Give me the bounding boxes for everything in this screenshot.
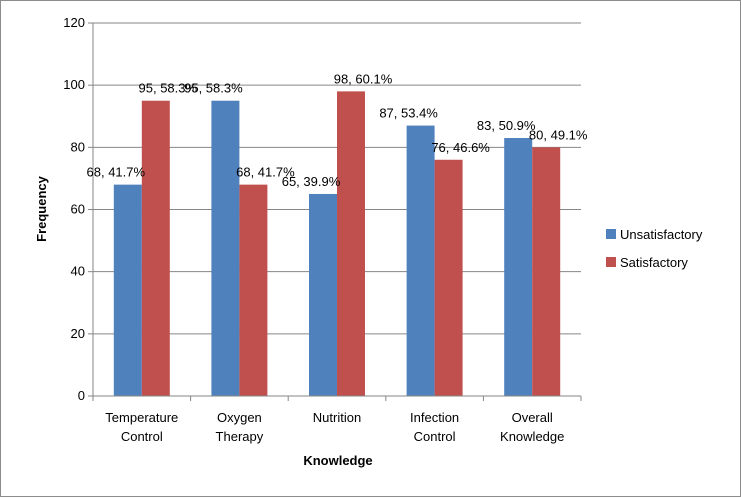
bar-satisfactory-2 [337, 91, 365, 396]
data-label: 95, 58.3% [184, 81, 243, 96]
bar-satisfactory-4 [532, 147, 561, 396]
bar-unsatisfactory-1 [211, 100, 240, 396]
legend-label: Unsatisfactory [620, 227, 703, 242]
data-label: 95, 58.3% [139, 81, 198, 96]
legend-swatch-satisfactory [606, 257, 616, 267]
x-tick-label: Temperature Control [105, 410, 178, 444]
axes: 0 20 40 60 80 100 120 Temperature Control Oxygen T… [63, 15, 582, 444]
y-tick-label: 60 [71, 202, 85, 217]
legend: Unsatisfactory Satisfactory [606, 227, 703, 270]
x-tick-label: Oxygen Therapy [216, 410, 264, 444]
y-axis-title: Frequency [34, 175, 49, 242]
y-tick-label: 20 [71, 326, 85, 341]
bar-satisfactory-3 [434, 159, 463, 396]
x-tick-label: Nutrition [313, 410, 361, 425]
data-label: 76, 46.6% [431, 140, 490, 155]
bar-satisfactory-1 [239, 184, 268, 396]
data-label: 83, 50.9% [477, 118, 536, 133]
bars [113, 91, 561, 396]
legend-swatch-unsatisfactory [606, 229, 616, 239]
x-tick-label: Infection Control [410, 410, 459, 444]
x-tick-label: Overall Knowledge [500, 410, 564, 444]
bar-satisfactory-0 [141, 100, 170, 396]
data-label: 65, 39.9% [282, 174, 341, 189]
bar-unsatisfactory-4 [504, 138, 533, 396]
y-tick-label: 80 [71, 139, 85, 154]
data-label: 68, 41.7% [87, 165, 146, 180]
data-label: 87, 53.4% [379, 106, 438, 121]
data-labels: 68, 41.7% 95, 58.3% 65, 39.9% 87, 53.4% 83, … [87, 71, 588, 189]
y-tick-label: 0 [78, 388, 85, 403]
data-label: 68, 41.7% [236, 165, 295, 180]
y-tick-label: 40 [71, 264, 85, 279]
bar-unsatisfactory-3 [406, 125, 435, 396]
legend-label: Satisfactory [620, 255, 688, 270]
x-axis-title: Knowledge [303, 453, 372, 468]
bar-unsatisfactory-0 [113, 184, 142, 396]
data-label: 80, 49.1% [529, 127, 588, 142]
data-label: 98, 60.1% [334, 71, 393, 86]
y-tick-label: 120 [63, 15, 85, 30]
y-tick-label: 100 [63, 77, 85, 92]
bar-unsatisfactory-2 [309, 193, 337, 396]
